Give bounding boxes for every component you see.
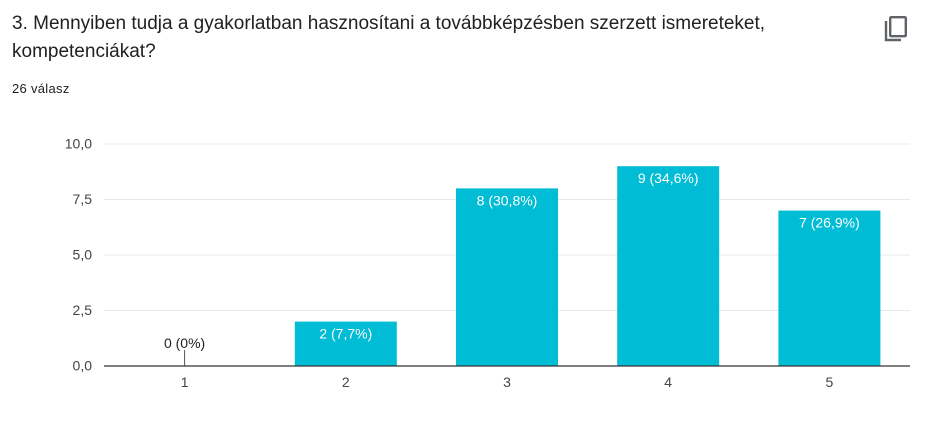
x-tick-label: 3 — [503, 374, 511, 390]
x-tick-label: 5 — [826, 374, 834, 390]
y-axis-ticks: 0,0 2,5 5,0 7,5 10,0 — [65, 136, 92, 374]
question-title: 3. Mennyiben tudja a gyakorlatban haszno… — [12, 13, 766, 62]
x-tick-label: 1 — [181, 374, 189, 390]
y-tick-label: 10,0 — [65, 136, 92, 152]
copy-chart-button[interactable] — [878, 12, 914, 48]
y-tick-label: 0,0 — [73, 358, 93, 374]
y-tick-label: 7,5 — [73, 191, 93, 207]
data-label: 2 (7,7%) — [319, 326, 372, 342]
x-tick-label: 4 — [664, 374, 672, 390]
x-tick-label: 2 — [342, 374, 350, 390]
bar[interactable] — [778, 210, 881, 366]
y-tick-label: 2,5 — [73, 302, 93, 318]
y-tick-label: 5,0 — [73, 247, 93, 263]
bar-chart: 0,0 2,5 5,0 7,5 10,0 1 2 3 4 5 0 (0%) 2 (7,7%) 8 (… — [65, 136, 910, 390]
data-labels: 0 (0%) 2 (7,7%) 8 (30,8%) 9 (34,6%) 7 (26,9%… — [164, 170, 860, 351]
x-axis-ticks: 1 2 3 4 5 — [181, 374, 834, 390]
data-label: 9 (34,6%) — [638, 170, 699, 186]
bar[interactable] — [456, 188, 558, 366]
bar[interactable] — [617, 166, 720, 366]
chart-area: 0,0 2,5 5,0 7,5 10,0 1 2 3 4 5 0 (0%) 2 (7,7%) 8 (… — [0, 130, 925, 410]
copy-icon — [884, 16, 908, 42]
bars — [184, 166, 881, 366]
data-label: 8 (30,8%) — [477, 192, 538, 208]
data-label: 7 (26,9%) — [799, 215, 860, 231]
response-count: 26 válasz — [12, 81, 70, 96]
data-label: 0 (0%) — [164, 335, 205, 351]
bar[interactable] — [294, 321, 397, 366]
